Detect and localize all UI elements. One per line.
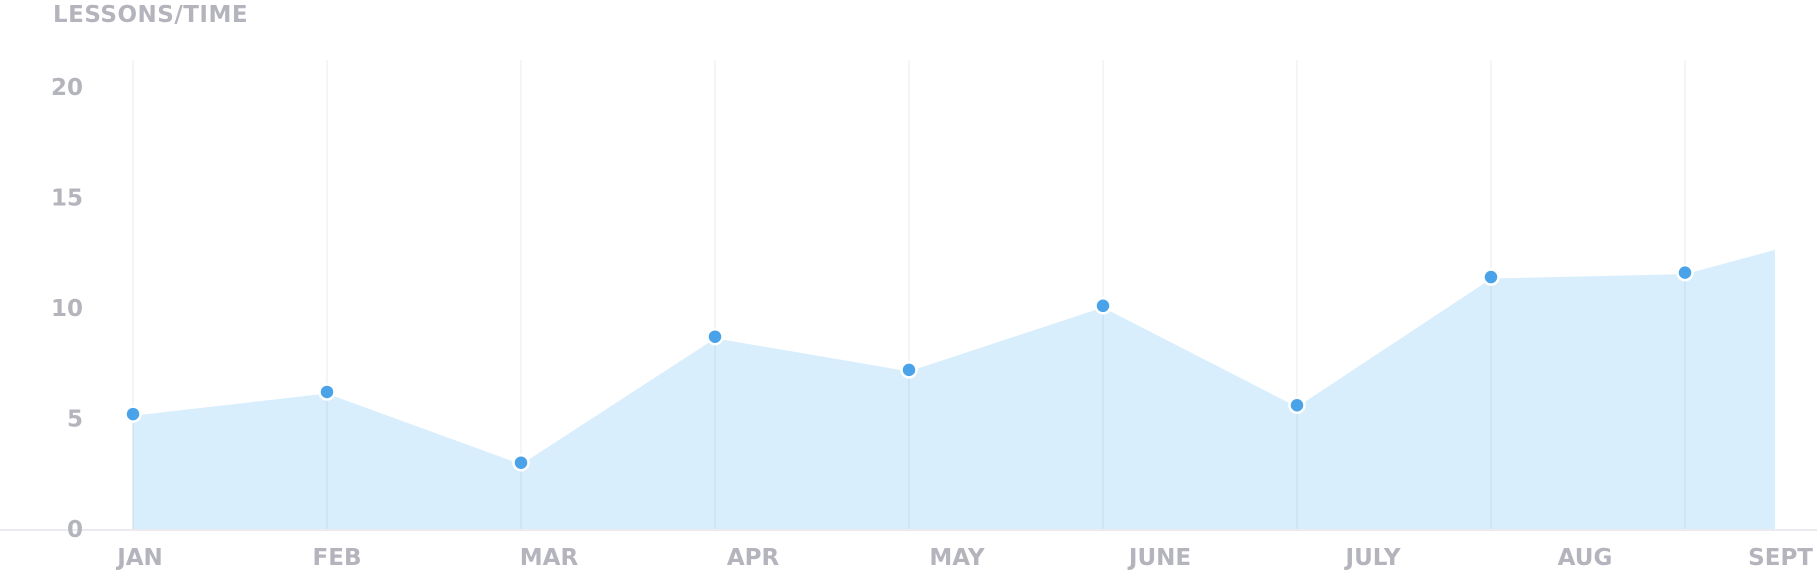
y-tick-label: 20 [51,75,83,101]
data-point-apr [706,327,724,346]
x-tick-label-apr: APR [727,545,780,571]
x-tick-label-aug: AUG [1558,545,1613,571]
x-tick-label-july: JULY [1344,545,1401,571]
y-tick-label: 5 [67,407,83,433]
data-point-may [900,361,918,379]
data-point-feb [318,383,336,401]
x-tick-label-feb: FEB [313,545,362,571]
data-point-july [1288,396,1306,414]
x-tick-label-may: MAY [929,545,984,571]
x-tick-label-sept: SEPT [1748,545,1813,571]
data-point-june [1094,297,1112,315]
data-point-mar [512,453,530,472]
data-point-sept [1676,263,1694,282]
y-tick-label: 15 [51,186,83,212]
x-tick-label-june: JUNE [1127,545,1191,571]
y-tick-label: 0 [67,517,83,543]
x-tick-label-mar: MAR [520,545,579,571]
chart-title: LESSONS/TIME [53,2,249,28]
x-tick-label-jan: JAN [115,545,163,571]
area-fill [133,248,1775,529]
data-point-aug [1482,268,1500,286]
data-point-jan [124,405,142,423]
series-line [132,246,1776,465]
y-tick-label: 10 [51,296,83,322]
